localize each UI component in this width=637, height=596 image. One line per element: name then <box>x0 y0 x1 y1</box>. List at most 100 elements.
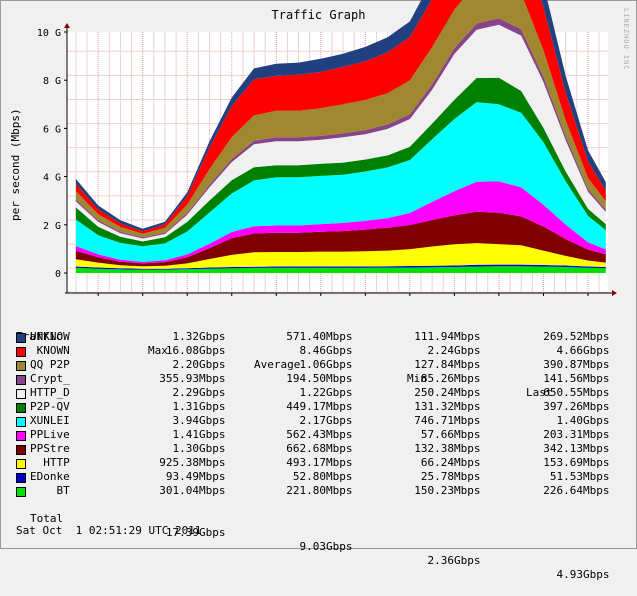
legend-last: 397.26Mbps <box>543 400 610 413</box>
legend-header-last: Last <box>526 386 553 399</box>
legend-min: 66.24Mbps <box>420 456 481 469</box>
legend-swatch <box>16 431 26 441</box>
legend-total-min: 2.36Gbps <box>427 554 481 567</box>
x-tick-label: 04:00 <box>83 299 113 300</box>
legend-row: QQ P2P 2.20Gbps 1.06Gbps 127.84Mbps 390.87Mb… <box>16 358 610 372</box>
legend-total-name: Total <box>30 512 64 525</box>
legend-name: EDonke <box>30 470 70 483</box>
legend-min: 2.24Gbps <box>427 344 481 357</box>
legend-table: Traffic Max Average Min Last UNKNOW 1.32G… <box>16 316 610 581</box>
legend-total-row: Total 17.39Gbps 9.03Gbps 2.36Gbps 4.93Gb… <box>16 498 610 581</box>
legend-name: KNOWN <box>30 344 70 357</box>
legend-max: 2.20Gbps <box>172 358 226 371</box>
legend-max: 301.04Mbps <box>159 484 226 497</box>
x-tick-label: 06:00 <box>128 299 158 300</box>
legend-max: 925.38Mbps <box>159 456 226 469</box>
legend-min: 250.24Mbps <box>414 386 481 399</box>
legend-min: 132.38Mbps <box>414 442 481 455</box>
legend-last: 226.64Mbps <box>543 484 610 497</box>
legend-average: 493.17Mbps <box>286 456 353 469</box>
y-tick-label: 4 G <box>43 173 61 184</box>
x-tick-label: 12:00 <box>261 299 291 300</box>
legend-name: P2P-QV <box>30 400 70 413</box>
legend-last: 203.31Mbps <box>543 428 610 441</box>
legend-row: HTTP 925.38Mbps 493.17Mbps 66.24Mbps 153.69M… <box>16 456 610 470</box>
y-tick-label: 8 G <box>43 76 61 87</box>
x-tick-label: 22:00 <box>484 299 514 300</box>
area-qq-p2p <box>75 0 606 238</box>
legend-name: QQ P2P <box>30 358 70 371</box>
legend-last: 269.52Mbps <box>543 330 610 343</box>
legend-row: Crypt_ 355.93Mbps 194.50Mbps 85.26Mbps 141.5… <box>16 372 610 386</box>
y-axis-arrow <box>64 23 70 28</box>
legend-header-max: Max <box>148 344 168 357</box>
timestamp: Sat Oct 1 02:51:29 UTC 2011 <box>16 524 202 537</box>
legend-max: 16.08Gbps <box>165 344 226 357</box>
area-http-d <box>75 24 606 242</box>
legend-min: 57.66Mbps <box>420 428 481 441</box>
legend-header-traffic: Traffic <box>16 330 63 343</box>
x-tick-label: 08:00 <box>172 299 202 300</box>
legend-last: 650.55Mbps <box>543 386 610 399</box>
area-ppstre <box>75 211 606 267</box>
legend-last: 141.56Mbps <box>543 372 610 385</box>
legend-row: P2P-QV 1.31Gbps 449.17Mbps 131.32Mbps 397.26… <box>16 400 610 414</box>
legend-name: HTTP <box>30 456 70 469</box>
legend-average: 571.40Mbps <box>286 330 353 343</box>
legend-header-average: Average <box>254 358 301 371</box>
legend-total-average: 9.03Gbps <box>299 540 353 553</box>
legend-swatch <box>16 389 26 399</box>
legend-average: 194.50Mbps <box>286 372 353 385</box>
legend-row: EDonke 93.49Mbps 52.80Mbps 25.78Mbps 51.53Mb… <box>16 470 610 484</box>
legend-name: BT <box>30 484 70 497</box>
area-http <box>75 243 606 269</box>
legend-average: 52.80Mbps <box>292 470 353 483</box>
legend-swatch <box>16 487 26 497</box>
legend-max: 2.29Gbps <box>172 386 226 399</box>
y-tick-label: 0 <box>55 269 61 280</box>
legend-swatch <box>16 361 26 371</box>
area-p2p-qv <box>75 77 606 247</box>
legend-total-max: 17.39Gbps <box>165 526 226 539</box>
legend-swatch <box>16 473 26 483</box>
legend-name: Crypt_ <box>30 372 70 385</box>
x-tick-label: 16:00 <box>350 299 380 300</box>
x-tick-label: 20:00 <box>439 299 469 300</box>
x-tick-label: 18:00 <box>395 299 425 300</box>
legend-row: KNOWN 16.08Gbps 8.46Gbps 2.24Gbps 4.66Gbps <box>16 344 610 358</box>
legend-row: BT 301.04Mbps 221.80Mbps 150.23Mbps 226.64Mb… <box>16 484 610 498</box>
legend-name: PPLive <box>30 428 70 441</box>
legend-swatch <box>16 445 26 455</box>
legend-average: 1.06Gbps <box>299 358 353 371</box>
x-tick-labels: 04:00 06:00 08:00 10:00 12:00 14:00 16:00 18:00… <box>83 293 603 300</box>
legend-row: UNKNOW 1.32Gbps 571.40Mbps 111.94Mbps 269.52… <box>16 330 610 344</box>
legend-min: 85.26Mbps <box>420 372 481 385</box>
legend-name: PPStre <box>30 442 70 455</box>
legend-last: 1.40Gbps <box>556 414 610 427</box>
legend-min: 25.78Mbps <box>420 470 481 483</box>
area-unknow <box>75 0 606 232</box>
legend-last: 153.69Mbps <box>543 456 610 469</box>
x-tick-label: 14:00 <box>306 299 336 300</box>
legend-name: HTTP_D <box>30 386 70 399</box>
legend-swatch <box>16 333 26 343</box>
legend-min: 746.71Mbps <box>414 414 481 427</box>
area-xunlei <box>75 102 606 262</box>
legend-header-min: Min <box>407 372 427 385</box>
legend-header: Traffic Max Average Min Last <box>16 316 553 399</box>
legend-row: HTTP_D 2.29Gbps 1.22Gbps 250.24Mbps 650.55Mb… <box>16 386 610 400</box>
chart-areas <box>75 0 606 273</box>
y-tick-label: 2 G <box>43 221 61 232</box>
legend-max: 93.49Mbps <box>165 470 226 483</box>
legend-row: XUNLEI 3.94Gbps 2.17Gbps 746.71Mbps 1.40Gbps <box>16 414 610 428</box>
y-tick-labels: 02 G4 G6 G8 G10 G12 G14 G16 G18 G20 G <box>37 28 67 280</box>
x-tick-label: 02:00 <box>573 299 603 300</box>
y-tick-label: 6 G <box>43 124 61 135</box>
legend-name: XUNLEI <box>30 414 70 427</box>
legend-min: 111.94Mbps <box>414 330 481 343</box>
legend-max: 3.94Gbps <box>172 414 226 427</box>
legend-max: 1.41Gbps <box>172 428 226 441</box>
x-axis-arrow <box>612 290 617 296</box>
area-pplive <box>75 181 606 264</box>
legend-min: 150.23Mbps <box>414 484 481 497</box>
